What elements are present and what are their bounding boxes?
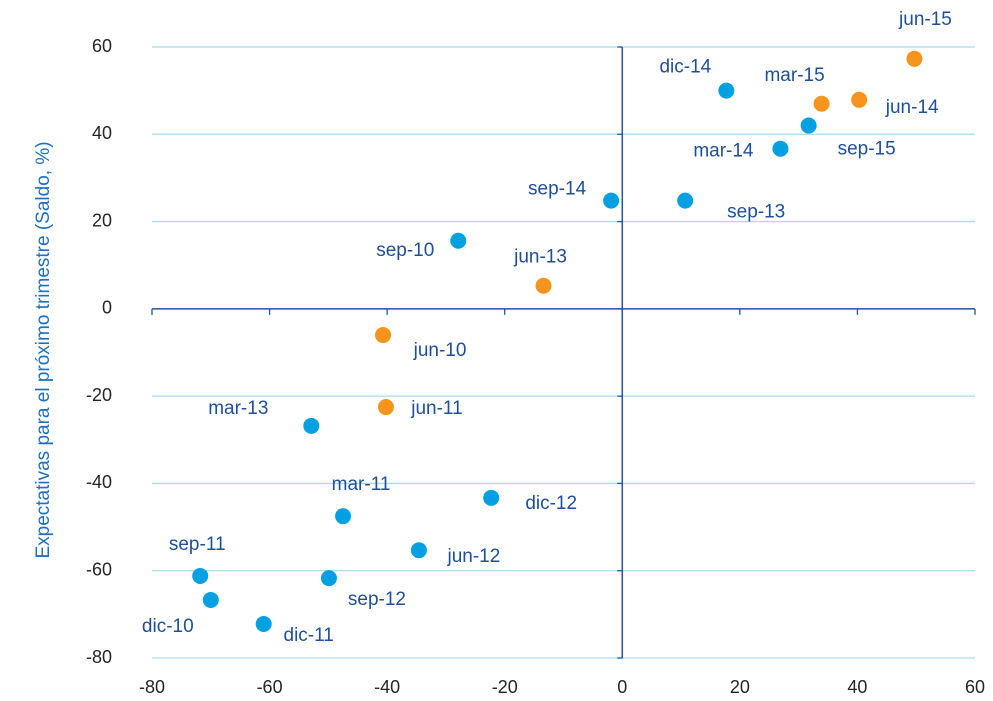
point-label: mar-11 (332, 474, 391, 495)
point (483, 489, 500, 506)
point (255, 615, 272, 632)
point-label: jun-10 (413, 340, 467, 361)
point-label: dic-10 (142, 616, 194, 637)
point-label: sep-15 (838, 139, 896, 160)
point-label: mar-13 (208, 398, 268, 419)
y-tick-label: -40 (86, 472, 112, 492)
x-tick-label: -20 (492, 677, 518, 697)
point-label: sep-10 (376, 240, 434, 261)
point-label: sep-11 (169, 534, 226, 555)
point (450, 232, 467, 249)
point-label: jun-11 (410, 398, 462, 419)
point (410, 542, 427, 559)
x-tick-label: 0 (617, 677, 627, 697)
point (202, 591, 219, 608)
y-tick-label: -20 (86, 385, 112, 405)
x-tick-label: 20 (730, 677, 750, 697)
point (375, 327, 392, 344)
point-label: mar-15 (764, 65, 824, 86)
point-label: dic-11 (284, 625, 334, 646)
x-tick-label: 60 (965, 677, 985, 697)
x-tick-label: -60 (257, 677, 283, 697)
point (851, 91, 868, 108)
y-tick-label: -80 (86, 647, 112, 667)
point (906, 50, 923, 67)
point-label: jun-14 (885, 97, 939, 118)
x-tick-label: -40 (374, 677, 400, 697)
y-axis-title: Expectativas para el próximo trimestre (… (33, 141, 54, 558)
point-label: dic-14 (659, 57, 711, 78)
point-label: mar-14 (693, 141, 754, 162)
point-label: sep-13 (727, 202, 785, 223)
point (377, 399, 394, 416)
point-label: sep-12 (348, 589, 406, 610)
point-label: jun-13 (513, 247, 567, 268)
point (800, 117, 817, 134)
y-tick-label: 0 (102, 298, 112, 318)
point-label: jun-12 (446, 546, 500, 567)
point-label: jun-15 (898, 9, 952, 30)
point (320, 570, 337, 587)
point (677, 192, 694, 209)
point (603, 192, 620, 209)
y-tick-label: 20 (92, 210, 112, 230)
point (335, 508, 352, 525)
y-tick-label: 40 (92, 123, 112, 143)
point-label: sep-14 (528, 179, 587, 200)
x-tick-label: 40 (847, 677, 867, 697)
y-tick-label: 60 (92, 36, 112, 56)
point (303, 417, 320, 434)
point (718, 82, 735, 99)
point (813, 95, 830, 112)
x-tick-label: -80 (139, 677, 165, 697)
point (192, 567, 209, 584)
point-label: dic-12 (525, 493, 577, 514)
point (772, 140, 789, 157)
point (535, 277, 552, 294)
y-tick-label: -60 (86, 559, 112, 579)
